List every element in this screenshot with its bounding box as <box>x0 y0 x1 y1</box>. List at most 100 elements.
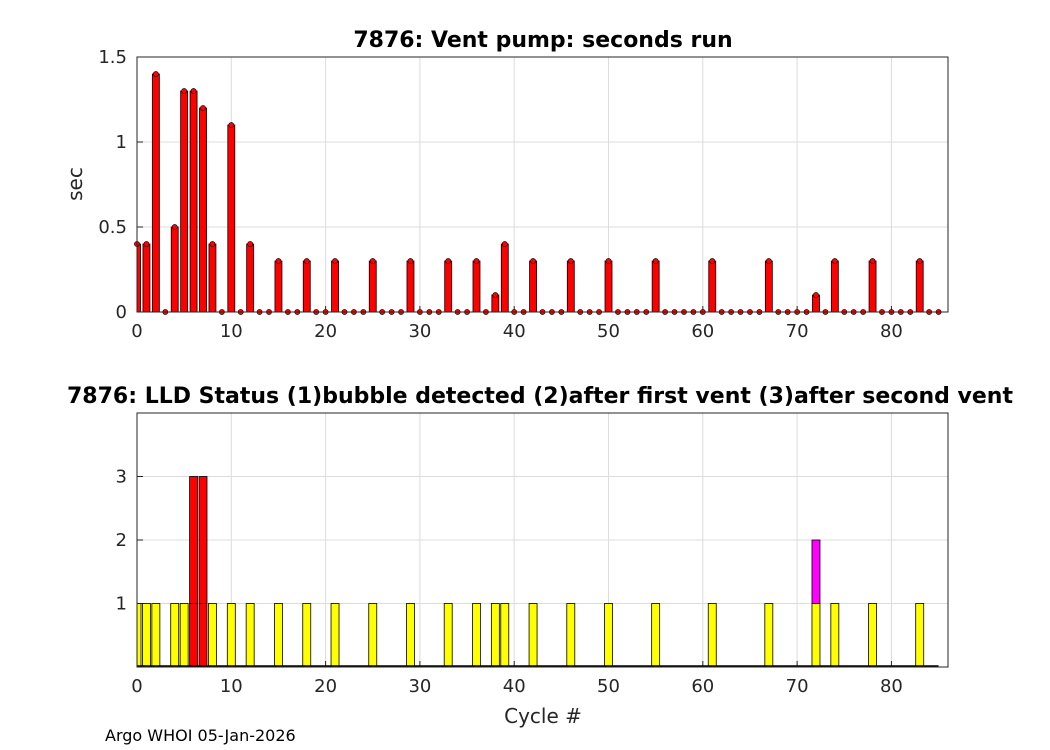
bar-top-marker <box>369 258 376 264</box>
x-tick-label: 80 <box>880 321 903 342</box>
bar <box>566 603 576 668</box>
bar-top-marker <box>869 258 876 264</box>
bar <box>604 603 613 668</box>
bar-top-marker <box>171 224 178 230</box>
bar-upper <box>198 476 208 604</box>
bar <box>500 603 510 668</box>
y-tick-label: 1 <box>116 594 127 615</box>
y-tick-labels: 1 2 3 <box>116 467 127 615</box>
bar-top-marker <box>473 258 480 264</box>
bar <box>330 603 340 668</box>
y-tick-label: 1 <box>116 132 127 153</box>
bar-top-marker <box>181 88 188 94</box>
bar <box>170 226 179 313</box>
bar <box>302 260 311 313</box>
bar <box>566 260 575 313</box>
bar <box>707 603 717 668</box>
bar <box>529 260 537 313</box>
bar <box>245 603 255 668</box>
bar <box>500 243 509 313</box>
x-tick-label: 10 <box>220 676 243 697</box>
bar-top-marker <box>209 241 216 247</box>
x-tick-label: 30 <box>408 676 431 697</box>
y-tick-label: 1.5 <box>98 47 127 68</box>
bar <box>811 603 821 668</box>
x-tick-labels: 0 10 20 30 40 50 60 70 80 <box>131 321 903 342</box>
x-tick-label: 30 <box>408 321 431 342</box>
bar <box>189 90 198 313</box>
bar <box>472 603 481 668</box>
bar <box>142 243 151 313</box>
chart-lld-status: 7876: LLD Status (1)bubble detected (2)a… <box>67 384 1013 728</box>
bar <box>868 603 877 668</box>
bar <box>142 603 151 668</box>
bar-upper <box>189 476 198 604</box>
bar-top-marker <box>143 241 150 247</box>
bar <box>189 603 198 668</box>
x-tick-label: 70 <box>786 321 809 342</box>
x-tick-label: 60 <box>691 676 714 697</box>
bar-top-marker <box>303 258 310 264</box>
bar <box>151 603 161 668</box>
y-tick-label: 0 <box>116 302 127 323</box>
bar-top-marker <box>530 258 536 264</box>
bar <box>830 260 839 313</box>
bar <box>302 603 312 668</box>
x-tick-label: 10 <box>220 321 243 342</box>
bar <box>368 260 377 313</box>
bar <box>199 107 207 313</box>
bar-top-marker <box>567 258 574 264</box>
bar <box>246 243 255 313</box>
y-tick-label: 2 <box>116 530 127 551</box>
x-tick-label: 70 <box>786 676 809 697</box>
bar <box>331 260 339 313</box>
y-tick-label: 0.5 <box>98 217 127 238</box>
x-tick-label: 0 <box>131 676 142 697</box>
bar <box>170 603 180 668</box>
bar <box>764 603 774 668</box>
x-tick-labels: 0 10 20 30 40 50 60 70 80 <box>131 676 903 697</box>
bar-upper <box>811 539 821 604</box>
bar <box>915 603 925 668</box>
bar <box>528 603 538 668</box>
bars <box>136 73 924 313</box>
x-tick-label: 40 <box>503 321 526 342</box>
bar <box>368 603 378 668</box>
bar <box>227 124 236 313</box>
chart-vent-pump: 7876: Vent pump: seconds run 0 10 20 30 40 50… <box>63 28 949 342</box>
bar-top-marker <box>445 258 452 264</box>
chart-title: 7876: LLD Status (1)bubble detected (2)a… <box>67 384 1013 409</box>
bar-top-marker <box>190 88 197 94</box>
x-tick-label: 20 <box>314 676 337 697</box>
bar <box>651 260 660 313</box>
bar-top-marker <box>275 258 282 264</box>
bar <box>226 603 236 668</box>
bar <box>915 260 924 313</box>
plot-frame <box>136 412 949 668</box>
bar-top-marker <box>200 105 206 111</box>
bar-top-marker <box>247 241 254 247</box>
bar <box>406 260 415 313</box>
bar <box>208 603 217 668</box>
bar <box>198 603 208 668</box>
x-tick-label: 40 <box>503 676 526 697</box>
x-axis-label: Cycle # <box>504 704 582 728</box>
bar-top-marker <box>152 71 159 77</box>
bar <box>136 243 141 313</box>
x-tick-label: 60 <box>691 321 714 342</box>
bar <box>180 90 189 313</box>
bar <box>708 260 717 313</box>
bar <box>764 260 773 313</box>
bar <box>274 603 283 668</box>
bar-top-marker <box>709 258 716 264</box>
bar <box>151 73 160 313</box>
footer-credit: Argo WHOI 05-Jan-2026 <box>105 726 296 745</box>
bar <box>472 260 481 313</box>
x-tick-label: 20 <box>314 321 337 342</box>
bar <box>406 603 415 668</box>
bar-top-marker <box>605 258 612 264</box>
y-tick-labels: 0 0.5 1 1.5 <box>98 47 127 323</box>
x-tick-label: 50 <box>597 676 620 697</box>
bar <box>443 603 453 668</box>
